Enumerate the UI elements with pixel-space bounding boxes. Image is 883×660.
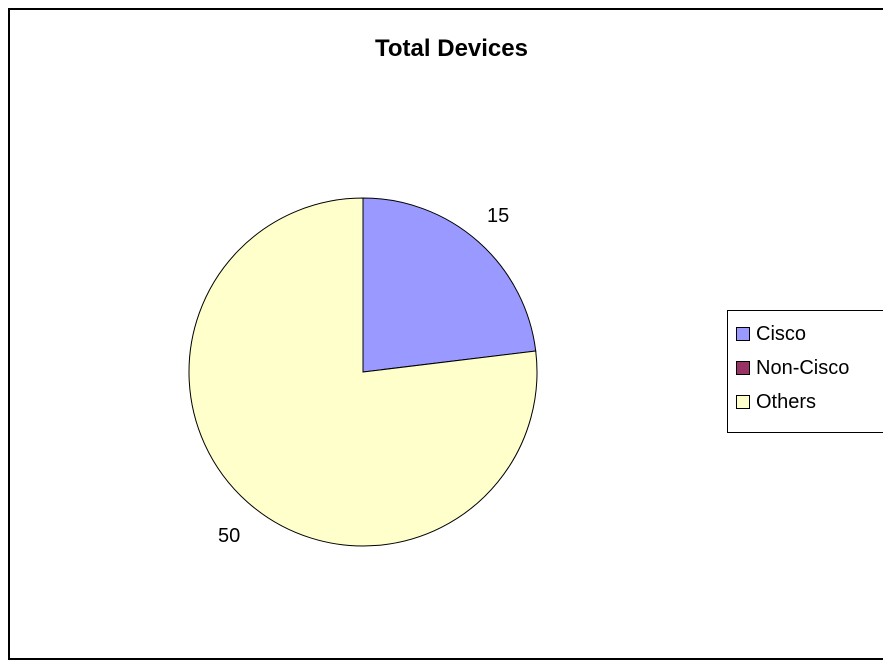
- legend-swatch: [736, 361, 750, 375]
- data-label-cisco: 15: [487, 205, 510, 227]
- legend-label: Non-Cisco: [756, 356, 850, 379]
- legend: Cisco Non-Cisco Others: [727, 310, 883, 433]
- legend-label: Others: [756, 390, 817, 413]
- data-label-others: 50: [218, 525, 241, 547]
- legend-item-cisco: Cisco: [736, 317, 883, 351]
- legend-swatch: [736, 327, 750, 341]
- legend-item-others: Others: [736, 385, 883, 419]
- legend-swatch: [736, 395, 750, 409]
- chart-title: Total Devices: [375, 35, 528, 62]
- pie-slice-cisco: [362, 197, 537, 373]
- legend-item-non-cisco: Non-Cisco: [736, 351, 883, 385]
- legend-label: Cisco: [756, 322, 807, 345]
- pie-slice-others: [188, 197, 538, 547]
